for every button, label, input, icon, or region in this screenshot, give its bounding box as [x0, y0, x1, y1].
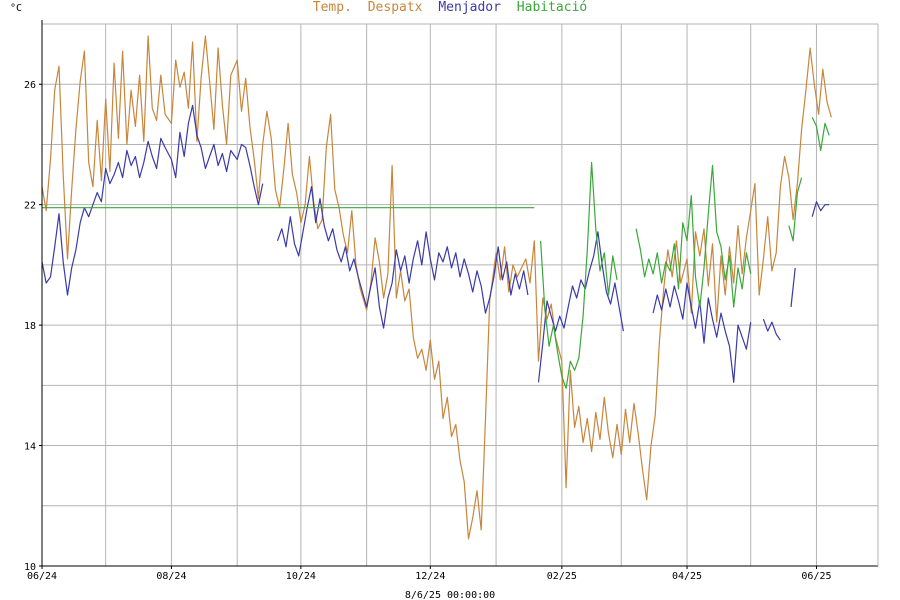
y-tick-label: 18 [24, 321, 36, 332]
legend-item-habitacio: Habitació [517, 0, 587, 15]
series-line-menjador [811, 201, 830, 217]
x-tick-label: 12/24 [415, 571, 445, 582]
y-tick-label: 10 [24, 562, 36, 573]
series-line-menjador [537, 231, 624, 383]
x-tick-label: 02/25 [547, 571, 577, 582]
legend-prefix: Temp. [313, 0, 352, 15]
y-tick-label: 14 [24, 442, 36, 453]
y-tick-label: 26 [24, 80, 36, 91]
x-tick-label: 04/25 [672, 571, 702, 582]
legend-item-menjador: Menjador [438, 0, 501, 15]
series-line-habitacio [635, 164, 752, 308]
x-tick-label: 08/24 [156, 571, 186, 582]
legend-item-despatx: Despatx [368, 0, 423, 15]
y-unit-label: °C [10, 3, 22, 14]
series-line-despatx [41, 35, 832, 540]
x-tick-label: 10/24 [286, 571, 316, 582]
series-line-menjador [41, 104, 264, 296]
series-line-menjador [790, 267, 796, 308]
axes: 10 14 18 22 26 06/24 08/24 10/24 12/24 02/25 04/25… [24, 20, 879, 582]
series-line-menjador [652, 282, 752, 383]
timestamp-footer: 8/6/25 00:00:00 [405, 590, 495, 600]
y-tick-label: 22 [24, 201, 36, 212]
series-line-menjador [276, 186, 529, 329]
x-tick-label: 06/25 [801, 571, 831, 582]
series-line-habitacio [540, 161, 618, 389]
grid [42, 23, 878, 566]
series-layer [41, 35, 832, 540]
x-tick-label: 06/24 [27, 571, 57, 582]
series-line-habitacio [788, 177, 803, 242]
series-line-menjador [762, 318, 781, 341]
legend: Temp. Despatx Menjador Habitació [313, 0, 588, 15]
series-line-habitacio [811, 117, 830, 152]
